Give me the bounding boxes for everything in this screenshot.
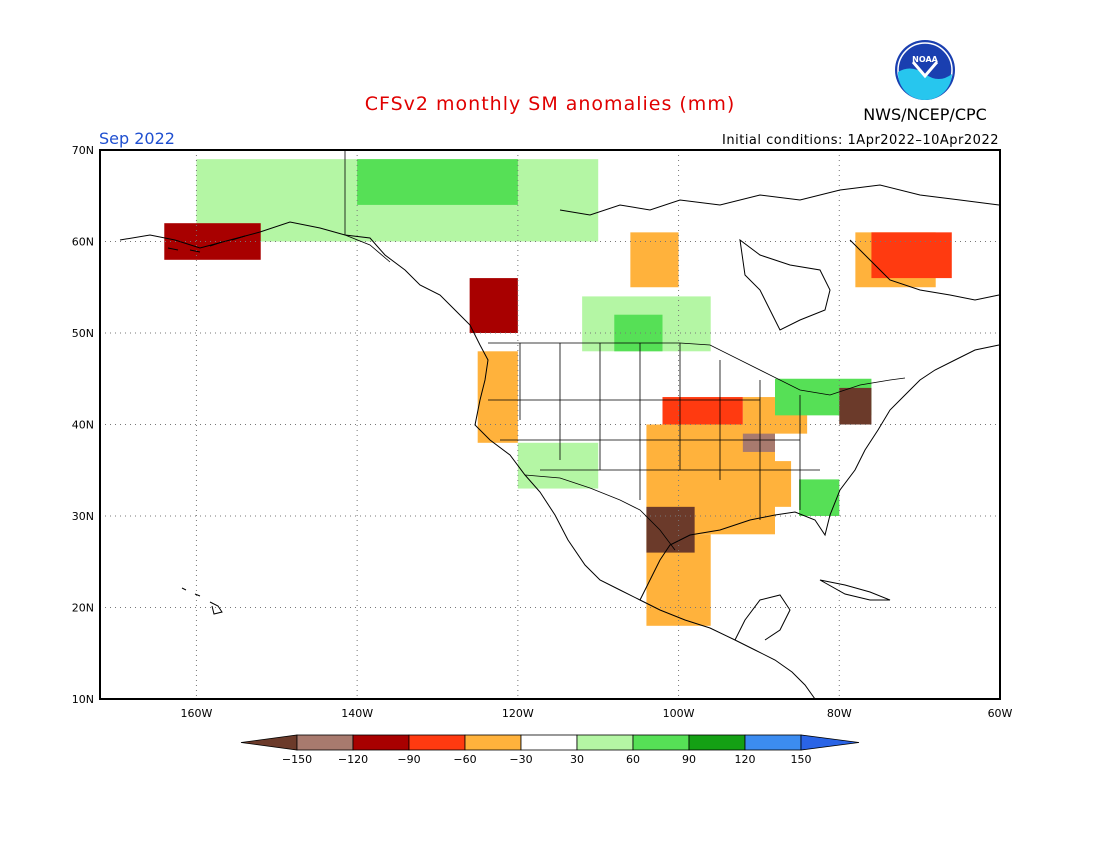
colorbar-tick-label: 150 [791, 753, 812, 766]
longitude-tick-label: 120W [502, 707, 534, 720]
arctic-coastline [559, 184, 1000, 216]
longitude-tick-label: 80W [827, 707, 852, 720]
latitude-tick-label: 30N [72, 510, 94, 523]
hawaii-coastline [181, 587, 223, 615]
colorbar-tick-label: −120 [338, 753, 368, 766]
colorbar-swatch [520, 734, 578, 751]
longitude-tick-label: 160W [180, 707, 212, 720]
cuba-coastline [819, 579, 891, 601]
us-state-lines [488, 343, 820, 520]
colorbar-tick-label: 60 [626, 753, 640, 766]
colorbar-swatch [408, 734, 466, 751]
colorbar: −150 −120 −90 −60 −30 30 60 90 120 150 [240, 734, 860, 766]
longitude-tick-label: 140W [341, 707, 373, 720]
colorbar-tick-label: −30 [509, 753, 532, 766]
agency-label: NWS/NCEP/CPC [863, 105, 987, 124]
longitude-tick-labels: 160W 140W 120W 100W 80W 60W [180, 707, 1012, 720]
anomaly-region [614, 314, 663, 352]
colorbar-tick-label: 120 [735, 753, 756, 766]
colorbar-tick-label: −90 [397, 753, 420, 766]
colorbar-swatch [352, 734, 410, 751]
colorbar-tick-label: 30 [570, 753, 584, 766]
anomaly-region [517, 442, 599, 489]
latitude-tick-labels: 10N 20N 30N 40N 50N 60N 70N [72, 144, 94, 706]
anomaly-region [646, 506, 695, 553]
noaa-logo: NOAA [895, 40, 955, 101]
figure-title: CFSv2 monthly SM anomalies (mm) [365, 93, 736, 115]
target-month-label: Sep 2022 [99, 129, 175, 148]
colorbar-swatch [688, 734, 746, 751]
colorbar-upper-arrow [800, 734, 860, 751]
colorbar-tick-label: −150 [282, 753, 312, 766]
coastlines [119, 184, 1000, 700]
alaska-border [344, 150, 391, 263]
graticule [100, 150, 1000, 699]
anomaly-region [702, 479, 759, 526]
anomaly-region [799, 479, 840, 516]
anomaly-region [871, 232, 952, 279]
colorbar-tick-label: −60 [453, 753, 476, 766]
aleutian-coastline [167, 235, 246, 253]
yucatan-coastline [734, 594, 791, 641]
us-mexico-border [524, 474, 676, 551]
longitude-tick-label: 60W [988, 707, 1013, 720]
colorbar-swatch [464, 734, 522, 751]
political-borders [344, 150, 906, 551]
colorbar-lower-arrow [240, 734, 298, 751]
anomaly-region [469, 278, 518, 333]
north-america-coastline [119, 221, 816, 700]
colorbar-swatch [296, 734, 354, 751]
hudson-bay-coastline [739, 238, 831, 331]
latitude-tick-label: 50N [72, 327, 94, 340]
latitude-tick-label: 40N [72, 419, 94, 432]
latitude-tick-label: 20N [72, 602, 94, 615]
latitude-tick-label: 60N [72, 236, 94, 249]
anomaly-region [357, 159, 518, 205]
labrador-coastline [849, 239, 1000, 301]
colorbar-tick-label: 90 [682, 753, 696, 766]
anomaly-region [839, 387, 872, 425]
anomaly-region [477, 351, 518, 443]
us-canada-border [488, 342, 906, 396]
colorbar-swatch [632, 734, 690, 751]
latitude-tick-label: 10N [72, 693, 94, 706]
gulf-coastline [639, 344, 1000, 601]
colorbar-swatch [576, 734, 634, 751]
anomaly-layer [164, 159, 952, 626]
latitude-tick-label: 70N [72, 144, 94, 157]
anomaly-region [742, 433, 775, 452]
anomaly-region [630, 232, 679, 288]
noaa-logo-text: NOAA [912, 55, 938, 64]
longitude-tick-label: 100W [663, 707, 695, 720]
initial-conditions-label: Initial conditions: 1Apr2022–10Apr2022 [722, 133, 999, 148]
map-panel [99, 149, 1001, 700]
colorbar-swatch [744, 734, 802, 751]
map-frame [99, 149, 1001, 700]
